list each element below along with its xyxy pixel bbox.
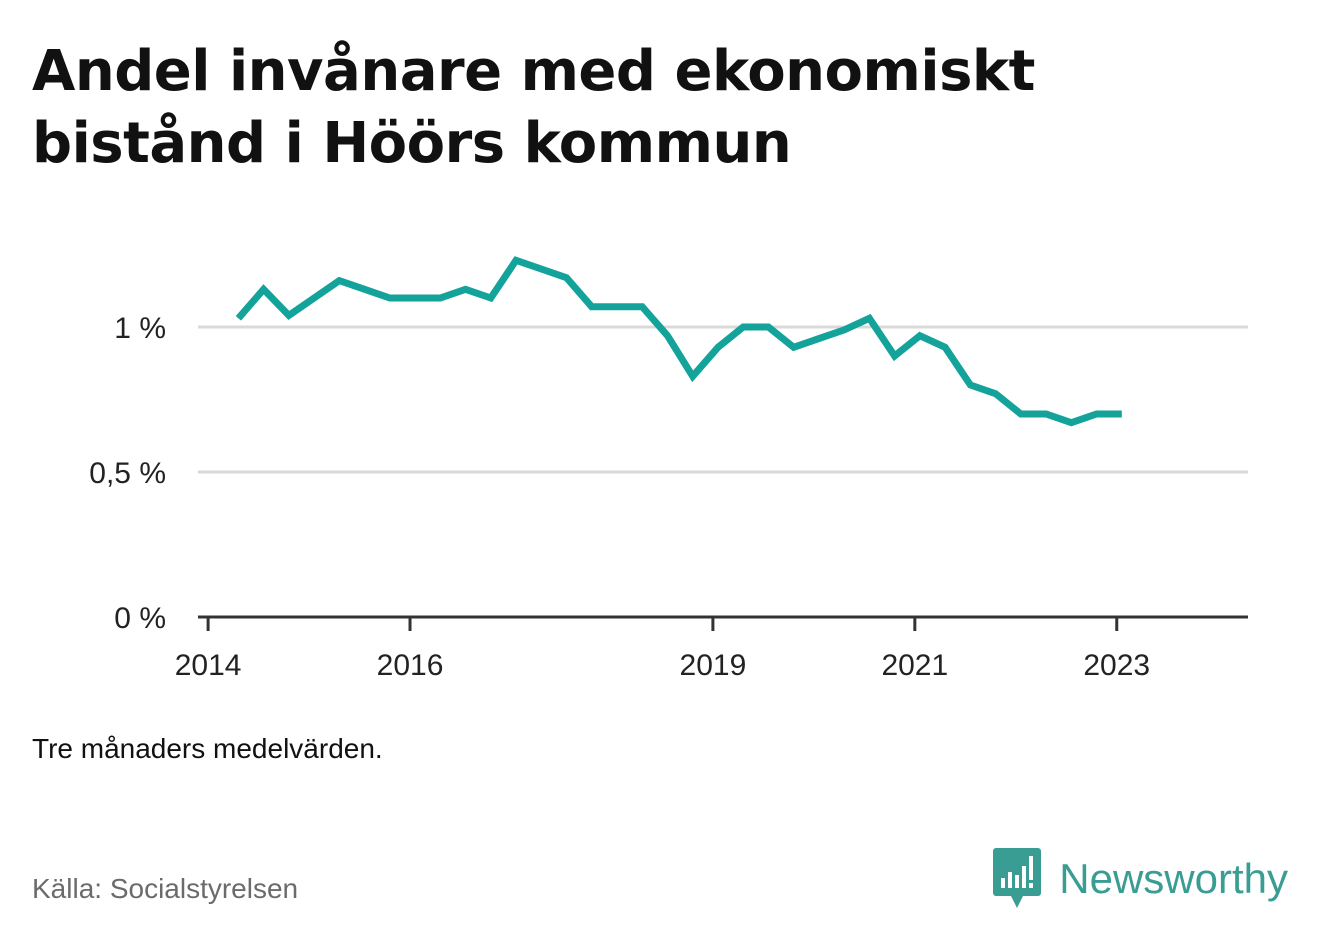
x-tick-label: 2023	[1083, 649, 1150, 682]
series-layer	[235, 256, 1122, 427]
gridlines	[198, 325, 1248, 474]
y-tick-label: 0 %	[114, 602, 166, 635]
chart-note: Tre månaders medelvärden.	[32, 733, 383, 764]
brand-logo[interactable]: Newsworthy	[993, 848, 1288, 910]
y-axis-labels: 0 % 0,5 % 1 %	[89, 312, 166, 635]
brand-name: Newsworthy	[1059, 855, 1288, 902]
chart-speech-bubble-icon	[993, 848, 1042, 908]
x-tick-label: 2021	[881, 649, 948, 682]
x-tick-label: 2014	[175, 649, 242, 682]
y-tick-label: 0,5 %	[89, 457, 166, 490]
source-credit: Källa: Socialstyrelsen	[32, 873, 299, 904]
x-tick-label: 2019	[680, 649, 747, 682]
x-tick-label: 2016	[377, 649, 444, 682]
series-line	[235, 256, 1122, 427]
y-tick-label: 1 %	[114, 312, 166, 345]
chart-title: Andel invånare med ekonomiskt bistånd i …	[32, 39, 1035, 176]
line-chart: 0 % 0,5 % 1 % 2014 2016 2019 2021 2023	[89, 256, 1248, 682]
x-axis-labels: 2014 2016 2019 2021 2023	[175, 649, 1150, 682]
x-axis	[198, 615, 1248, 631]
